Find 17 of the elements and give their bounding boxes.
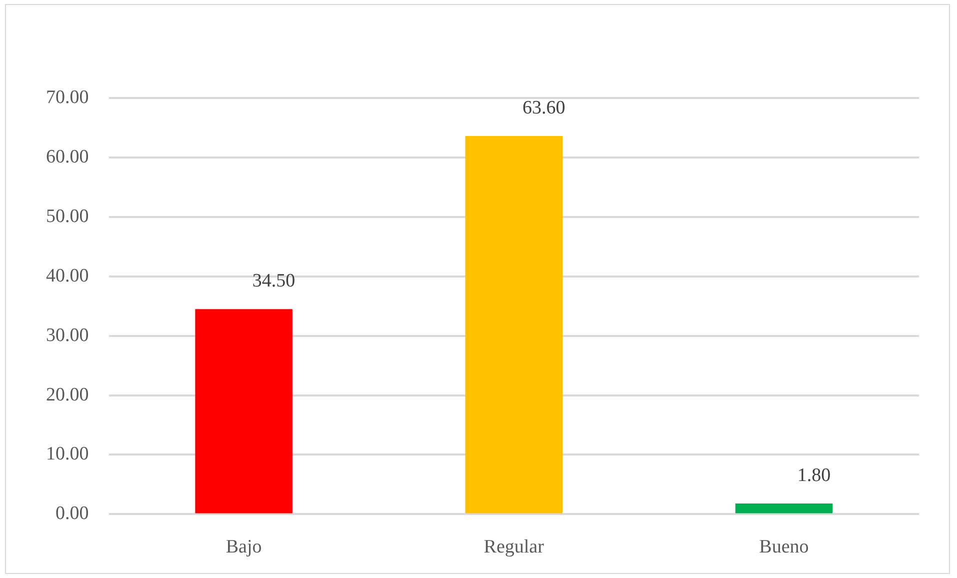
y-tick-label: 20.00: [46, 384, 89, 406]
x-tick-label: Regular: [484, 536, 545, 558]
y-tick-label: 30.00: [46, 324, 89, 346]
x-tick-label: Bueno: [759, 536, 809, 558]
y-tick-label: 70.00: [46, 86, 89, 108]
y-tick-label: 40.00: [46, 265, 89, 286]
data-label: 1.80: [797, 464, 831, 486]
y-tick-label: 50.00: [46, 206, 89, 227]
y-tick-label: 0.00: [56, 503, 89, 524]
y-tick-label: 60.00: [46, 146, 89, 168]
bar: [465, 136, 562, 514]
data-label: 63.60: [522, 98, 566, 119]
y-tick-label: 10.00: [46, 444, 89, 465]
bar: [195, 309, 292, 514]
bar: [735, 504, 833, 514]
x-tick-label: Bajo: [226, 536, 262, 558]
data-label: 34.50: [252, 270, 296, 292]
